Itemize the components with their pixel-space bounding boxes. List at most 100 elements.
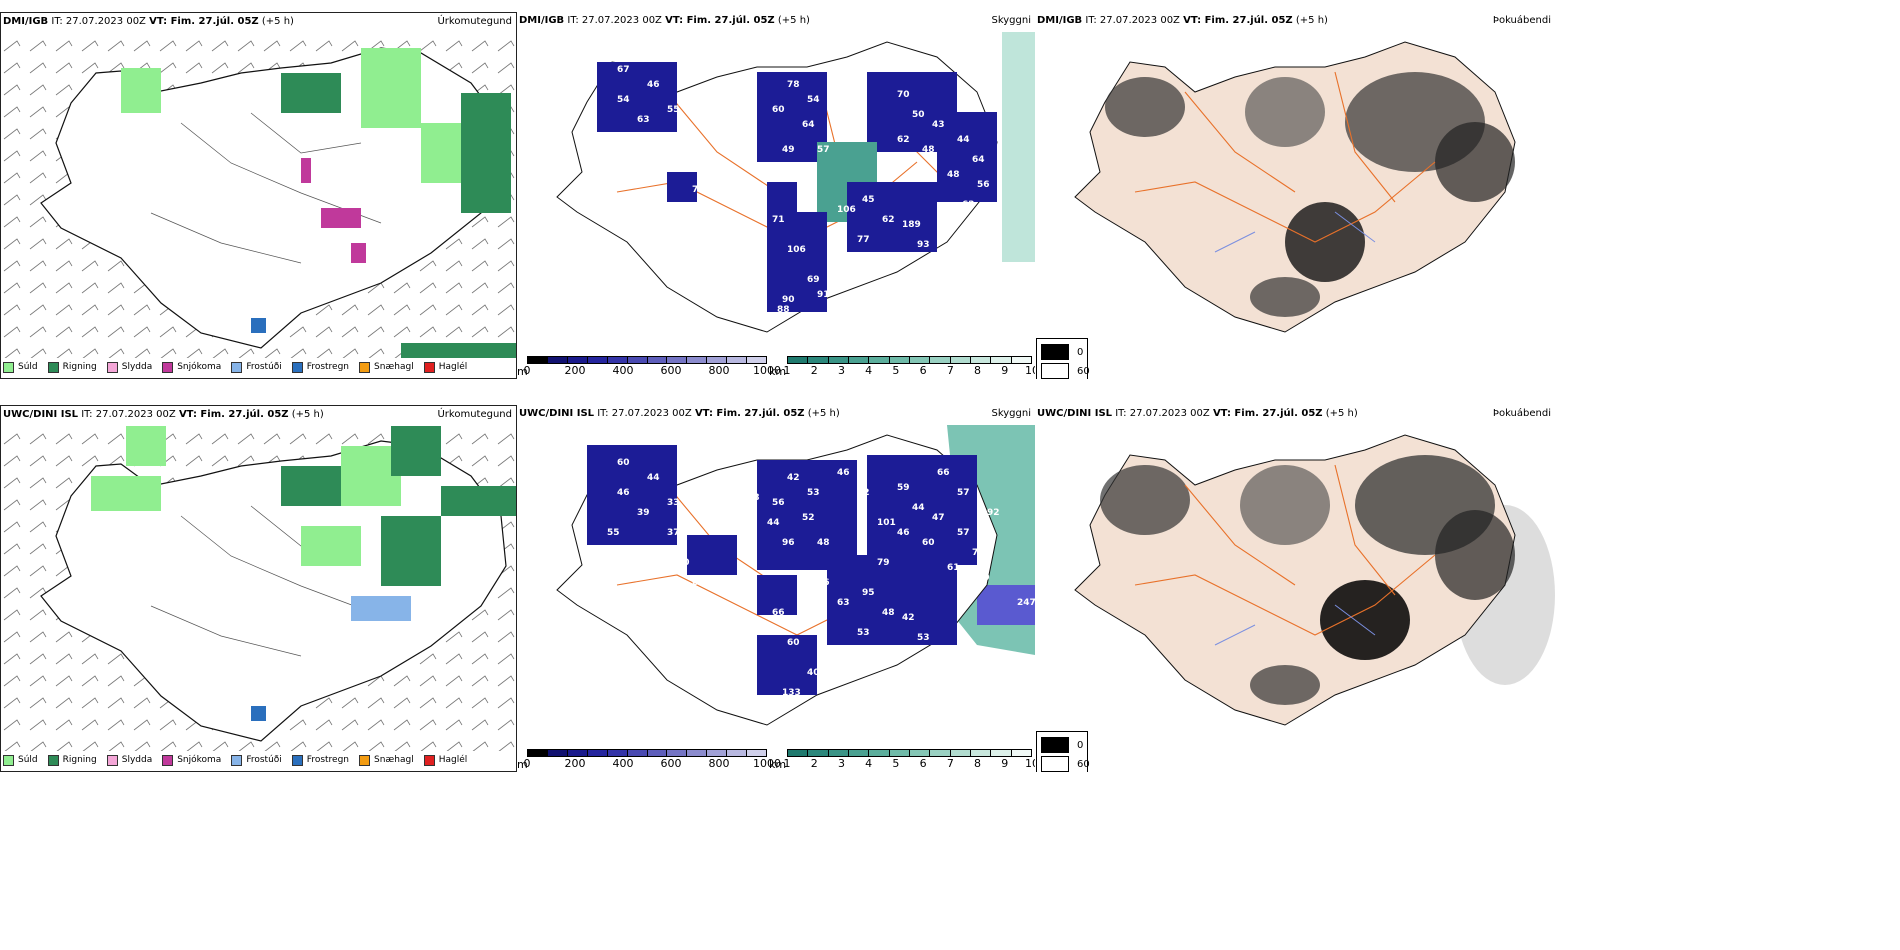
lead-time: (+5 h) [807,408,840,419]
cloud-base-value: 247 [1017,598,1035,608]
colorbar-cell [950,357,971,363]
colorbar-cell [547,750,568,756]
legend-label: Snjókoma [177,362,222,372]
field-name: Þokuábendi [1492,15,1551,26]
colorbar-tick-label: 9 [1001,757,1009,770]
cloud-base-value: 40 [807,668,820,678]
cloud-base-value: 55 [607,528,620,538]
fog-legend-item: 0 [1041,737,1083,753]
cloud-base-value: 88 [777,305,790,315]
legend-swatch [231,754,243,766]
colorbar-cell [528,357,548,363]
legend-item: Rigning [47,754,97,766]
cloud-base-value: 70 [677,558,690,568]
colorbar-cell [667,357,688,363]
colorbar-cell [687,357,708,363]
colorbar-tick-label: 400 [612,364,634,377]
colorbar-cell [747,750,767,756]
colorbar-labels: 0 200 400 600 800 1000 [524,757,782,771]
legend-item: Súld [3,361,38,373]
legend-label: Slydda [121,362,153,372]
precip-legend: Súld Rigning Slydda Snjókoma Frostúði Fr… [3,750,467,770]
cloud-base-value: 71 [772,215,785,225]
cloud-base-value: 61 [692,578,705,588]
legend-item: Frostregn [291,361,350,373]
legend-swatch [3,754,14,766]
it-value: 27.07.2023 00Z [1099,15,1180,26]
cloud-base-value: 44 [767,518,780,528]
legend-label: Frostúði [246,362,282,372]
colorbar-tick-label: 10 [1025,364,1035,377]
colorbar-labels: 1 2 3 4 5 6 7 8 9 10 [784,364,1036,378]
rivers [1214,211,1376,253]
vis-unit: km [769,365,787,378]
panel-header: DMI/IGB IT: 27.07.2023 00Z VT: Fim. 27.j… [3,16,294,27]
panel-header: DMI/IGB IT: 27.07.2023 00Z VT: Fim. 27.j… [519,15,810,26]
legend-item: Haglél [423,361,468,373]
cloud-base-value: 79 [877,558,890,568]
colorbar-tick-label: 200 [564,757,586,770]
legend-label: Slydda [121,755,153,765]
colorbar-tick-label: 1000 [753,364,781,377]
cloud-base-value: 70 [897,90,910,100]
lead-time: (+5 h) [777,15,810,26]
cloud-base-value: 45 [862,195,875,205]
legend-label: Snjókoma [177,755,222,765]
fog-shading [1105,72,1515,317]
cloud-base-value: 39 [637,508,650,518]
cloud-base-value: 37 [667,528,680,538]
cloud-base-value: 91 [817,290,830,300]
cloud-base-value: 76 [627,548,640,558]
panel-header: UWC/DINI ISL IT: 27.07.2023 00Z VT: Fim.… [3,409,324,420]
cloud-base-value: 69 [807,275,820,285]
colorbar-cell [547,357,568,363]
cloud-base-value: 48 [817,538,830,548]
colorbar-cell [788,357,809,363]
cloud-panel-row2: UWC/DINI ISL IT: 27.07.2023 00Z VT: Fim.… [517,405,1035,772]
model-name: UWC/DINI ISL [519,408,595,419]
cloud-base-value: 46 [837,468,850,478]
colorbar-cell [909,750,931,756]
fog-legend-item: 60 [1041,363,1090,379]
colorbar-cell [587,357,608,363]
legend-swatch [359,361,371,373]
legend-item: Snjókoma [162,754,222,766]
colorbar-cell [627,750,648,756]
legend-item: Snæhagl [359,361,414,373]
cloud-base-value: 63 [837,598,850,608]
colorbar-tick-label: 600 [660,364,682,377]
fog-panel-row1: DMI/IGB IT: 27.07.2023 00Z VT: Fim. 27.j… [1035,12,1555,379]
road-network [1134,71,1436,243]
cloud-base-value: 46 [647,80,660,90]
legend-label: Haglél [438,362,468,372]
cloud-base-value: 95 [862,588,875,598]
legend-item: Súld [3,754,38,766]
cloud-base-value: 60 [772,105,785,115]
cloud-base-value: 62 [897,135,910,145]
it-label: IT: [1085,15,1097,26]
colorbar-tick-label: 0 [523,364,531,377]
legend-label: Rigning [62,755,97,765]
colorbar-tick-label: 3 [837,364,845,377]
fog-legend-swatch [1041,756,1069,772]
cloud-base-value: 48 [882,608,895,618]
vt-label: VT: Fim. 27.júl. 05Z [149,16,259,27]
cloud-base-value: 50 [977,573,990,583]
cloud-base-value: 124 [627,155,646,165]
rivers [1214,604,1376,646]
colorbar-cell [828,750,849,756]
cloud-base-value: 33 [667,498,680,508]
fog-legend-swatch [1041,737,1069,753]
cloud-base-value: 59 [897,483,910,493]
colorbar-cell [1011,357,1031,363]
colorbar-cell [707,357,728,363]
it-label: IT: [597,408,609,419]
cloud-base-value: 44 [647,473,660,483]
fog-shading [1100,455,1515,705]
legend-swatch [291,754,303,766]
legend-label: Frostúði [246,755,282,765]
legend-item: Frostúði [231,361,282,373]
colorbar-tick-label: 9 [1001,364,1009,377]
cloud-base-value: 52 [802,513,815,523]
legend-label: Frostregn [306,362,350,372]
